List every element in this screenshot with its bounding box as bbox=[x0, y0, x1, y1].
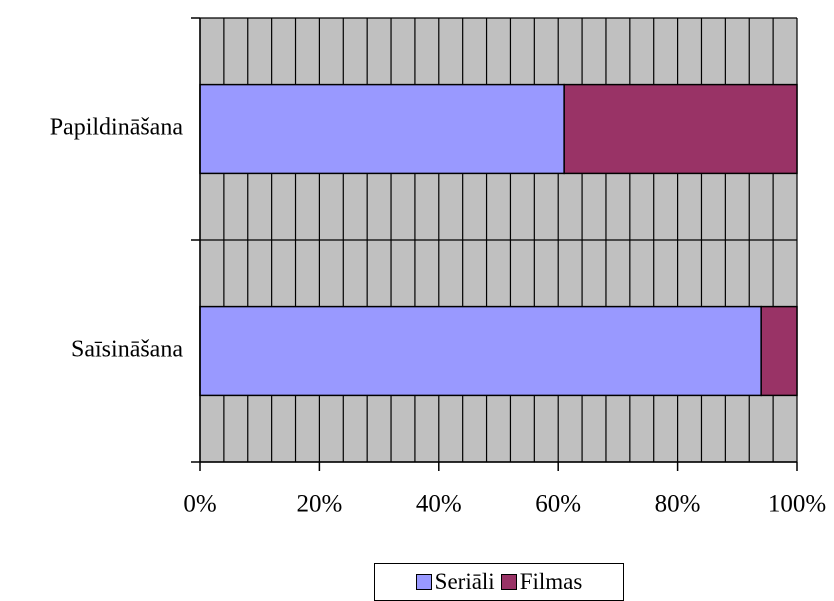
x-tick-label-3: 40% bbox=[416, 491, 462, 518]
category-labels: Papildināšana Saīsināšana bbox=[50, 115, 184, 363]
bar-1-1 bbox=[199, 83, 565, 175]
legend-swatch-series-2 bbox=[500, 574, 517, 590]
legend: Seriāli Filmas bbox=[374, 563, 624, 601]
legend-swatch-series-1 bbox=[415, 574, 432, 590]
axes bbox=[191, 17, 798, 471]
category-label-2: Saīsināšana bbox=[71, 337, 183, 363]
legend-item-series-2: Filmas bbox=[500, 569, 583, 595]
x-tick-label-6: 100% bbox=[768, 491, 826, 518]
bar-1-2 bbox=[199, 305, 762, 397]
legend-label-series-1: Seriāli bbox=[434, 569, 495, 594]
x-tick-label-4: 60% bbox=[535, 491, 581, 518]
bar-2-2 bbox=[760, 305, 798, 397]
bars bbox=[199, 83, 798, 397]
legend-item-series-1: Seriāli bbox=[415, 569, 495, 595]
x-tick-label-1: 0% bbox=[183, 491, 216, 518]
category-label-1: Papildināšana bbox=[50, 115, 184, 141]
legend-label-series-2: Filmas bbox=[519, 569, 583, 594]
x-tick-labels: 0% 20% 40% 60% 80% 100% bbox=[183, 491, 826, 518]
x-tick-label-2: 20% bbox=[296, 491, 342, 518]
x-tick-label-5: 80% bbox=[655, 491, 701, 518]
bar-2-1 bbox=[563, 83, 798, 175]
